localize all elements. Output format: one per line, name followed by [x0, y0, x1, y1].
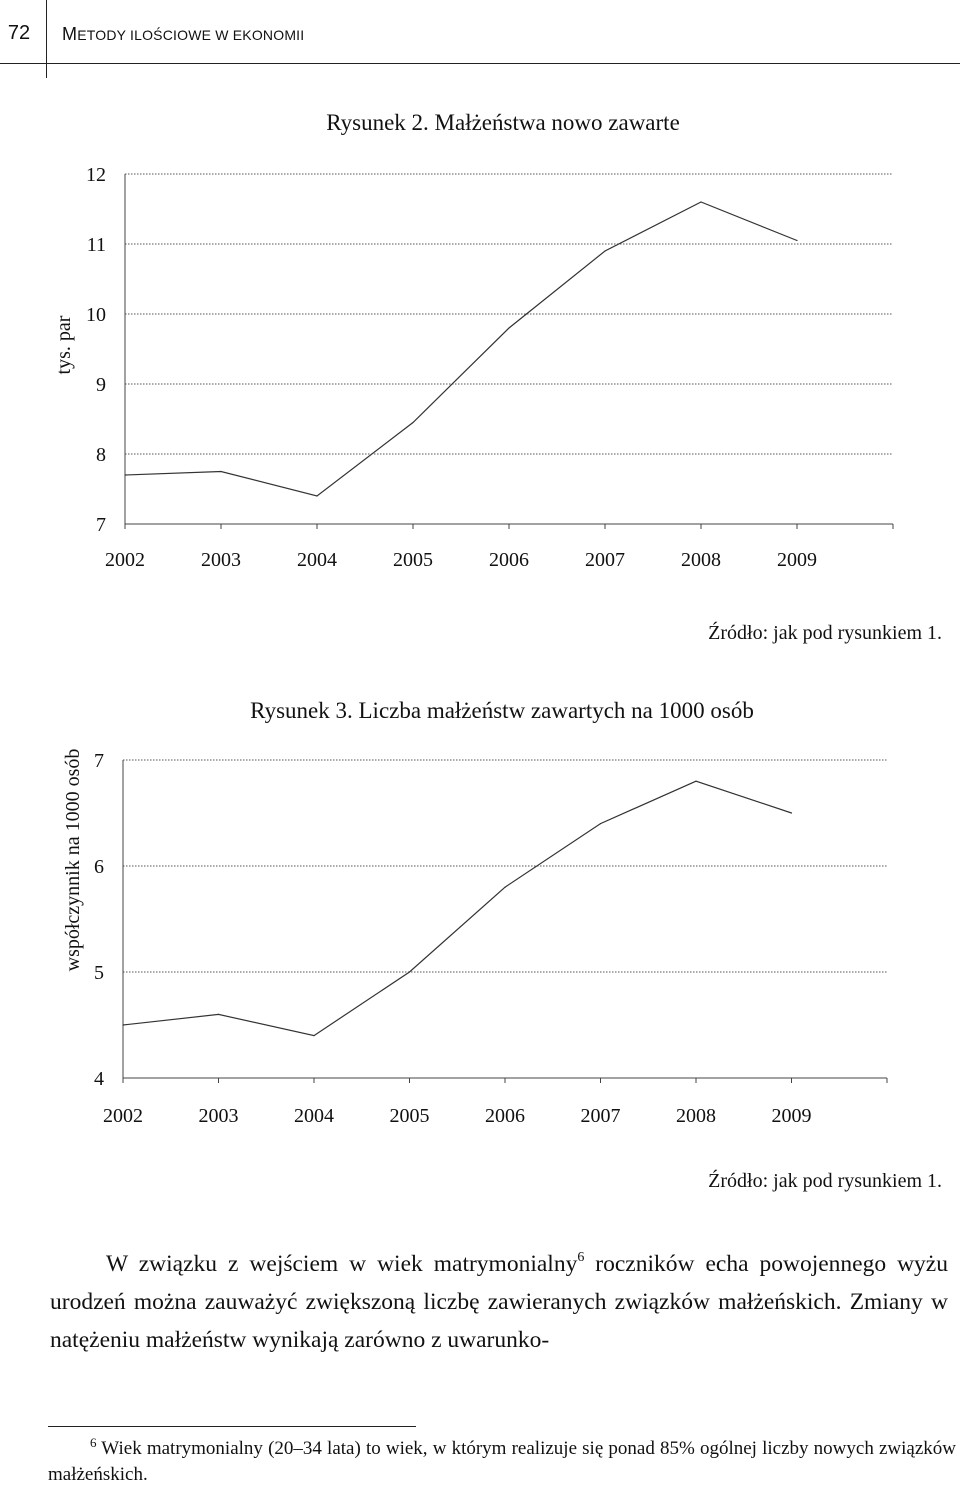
chart-2-source: Źródło: jak pod rysunkiem 1. [708, 1170, 942, 1192]
series-line [124, 201, 798, 497]
y-tick-label: 12 [86, 164, 106, 186]
x-tick-label: 2006 [489, 549, 529, 571]
page-header: 72 METODY ILOŚCIOWE W EKONOMII [0, 0, 960, 78]
x-tick-label: 2005 [390, 1105, 430, 1127]
x-tick-label: 2008 [676, 1105, 716, 1127]
footnote-number: 6 [90, 1435, 97, 1450]
x-tick-label: 2004 [297, 549, 337, 571]
x-tick-label: 2002 [105, 549, 145, 571]
data-point [316, 495, 318, 497]
data-point [599, 823, 602, 825]
data-point [313, 1035, 315, 1037]
chart-title: Rysunek 3. Liczba małżeństw zawartych na… [250, 698, 754, 723]
data-point [695, 780, 697, 782]
y-tick-label: 11 [87, 234, 106, 256]
running-title: METODY ILOŚCIOWE W EKONOMII [62, 24, 304, 45]
x-tick-label: 2005 [393, 549, 433, 571]
y-axis-label: tys. par [53, 315, 75, 374]
y-tick-label: 6 [94, 856, 104, 878]
y-tick-label: 4 [94, 1068, 104, 1090]
data-point [790, 812, 793, 814]
data-point [604, 250, 606, 252]
series-line [122, 780, 792, 1037]
data-point [124, 474, 126, 476]
x-tick-label: 2009 [777, 549, 817, 571]
y-tick-label: 9 [96, 374, 106, 396]
chart-1-source: Źródło: jak pod rysunkiem 1. [708, 622, 942, 644]
x-tick-label: 2003 [201, 549, 241, 571]
chart-marriages-per-1000: Rysunek 3. Liczba małżeństw zawartych na… [62, 698, 888, 1127]
y-tick-label: 7 [94, 750, 104, 772]
y-tick-label: 10 [86, 304, 106, 326]
data-point [412, 421, 414, 424]
data-point [408, 971, 411, 973]
body-text-part2: roczników echa powojennego wyżu urodzeń … [50, 1251, 948, 1353]
data-point [220, 470, 222, 473]
x-tick-label: 2006 [485, 1105, 525, 1127]
body-text-part1: W związku z wejściem w wiek matrymonialn… [106, 1251, 578, 1277]
data-point [508, 327, 510, 329]
x-tick-label: 2002 [103, 1105, 143, 1127]
x-tick-label: 2009 [772, 1105, 812, 1127]
chart-marriages-new: Rysunek 2. Małżeństwa nowo zawarte 7 8 9 10 1… [53, 110, 894, 571]
x-tick-label: 2008 [681, 549, 721, 571]
data-point [122, 1024, 124, 1026]
x-tick-label: 2004 [294, 1105, 334, 1127]
y-axis-label: współczynnik na 1000 osób [62, 749, 84, 972]
footnote-rule [48, 1426, 416, 1427]
running-title-initial: M [62, 24, 78, 44]
running-title-rest: ETODY ILOŚCIOWE W EKONOMII [77, 27, 305, 43]
footnote: 6 Wiek matrymonialny (20–34 lata) to wie… [48, 1436, 956, 1488]
x-tick-label: 2003 [199, 1105, 239, 1127]
y-tick-label: 5 [94, 962, 104, 984]
x-tick-label: 2007 [581, 1105, 621, 1127]
data-point [504, 886, 506, 888]
body-paragraph: W związku z wejściem w wiek matrymonialn… [50, 1245, 948, 1359]
data-point [217, 1013, 220, 1015]
data-point [700, 201, 702, 203]
header-horizontal-rule [0, 63, 960, 64]
data-point [796, 239, 798, 242]
x-tick-label: 2007 [585, 549, 625, 571]
y-tick-label: 8 [96, 444, 106, 466]
chart-title: Rysunek 2. Małżeństwa nowo zawarte [326, 110, 680, 135]
footnote-reference: 6 [577, 1250, 585, 1265]
header-vertical-rule [46, 0, 47, 78]
y-tick-label: 7 [96, 514, 106, 536]
footnote-text: Wiek matrymonialny (20–34 lata) to wiek,… [48, 1438, 956, 1485]
page-number: 72 [7, 22, 31, 44]
